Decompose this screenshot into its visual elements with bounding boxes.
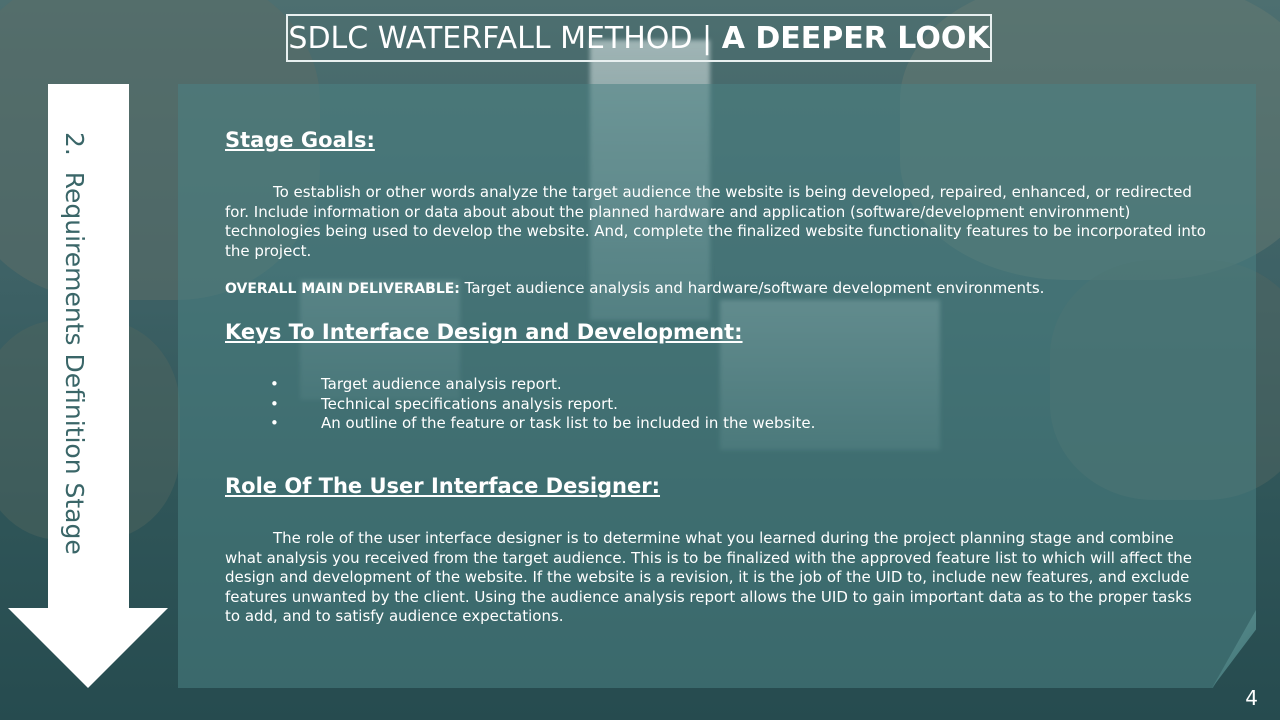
down-arrow-shape bbox=[48, 84, 129, 610]
down-arrow-head bbox=[8, 608, 168, 688]
content-panel bbox=[178, 84, 1256, 688]
stage-goals-text: To establish or other words analyze the … bbox=[225, 183, 1206, 260]
role-text: The role of the user interface designer … bbox=[225, 529, 1192, 625]
slide-title: SDLC WATERFALL METHOD | A DEEPER LOOK bbox=[286, 14, 992, 62]
keys-heading: Keys To Interface Design and Development… bbox=[225, 320, 743, 344]
list-item: • An outline of the feature or task list … bbox=[270, 414, 815, 434]
bullet-icon: • bbox=[270, 394, 279, 413]
stage-goals-heading: Stage Goals: bbox=[225, 128, 375, 152]
slide-title-bold: A DEEPER LOOK bbox=[721, 20, 990, 56]
page-number: 4 bbox=[1245, 686, 1258, 710]
list-item: • Technical specifications analysis repor… bbox=[270, 395, 815, 415]
list-item: • Target audience analysis report. bbox=[270, 375, 815, 395]
role-heading: Role Of The User Interface Designer: bbox=[225, 474, 661, 498]
role-paragraph: The role of the user interface designer … bbox=[225, 529, 1210, 627]
keys-list: • Target audience analysis report. • Techn… bbox=[270, 375, 815, 434]
stage-goals-paragraph: To establish or other words analyze the … bbox=[225, 183, 1210, 261]
deliverable-label: OVERALL MAIN DELIVERABLE: bbox=[225, 281, 460, 297]
list-item-text: Target audience analysis report. bbox=[321, 375, 562, 393]
list-item-text: Technical specifications analysis report… bbox=[321, 394, 618, 413]
overall-deliverable: OVERALL MAIN DELIVERABLE: Target audienc… bbox=[225, 279, 1044, 297]
list-item-text: An outline of the feature or task list t… bbox=[321, 414, 816, 432]
deliverable-text: Target audience analysis and hardware/so… bbox=[459, 279, 1045, 297]
bullet-icon: • bbox=[270, 375, 279, 393]
slide-title-normal: SDLC WATERFALL METHOD | bbox=[288, 20, 722, 56]
stage-label: 2. Requirements Definition Stage bbox=[60, 132, 89, 555]
bullet-icon: • bbox=[270, 414, 279, 432]
